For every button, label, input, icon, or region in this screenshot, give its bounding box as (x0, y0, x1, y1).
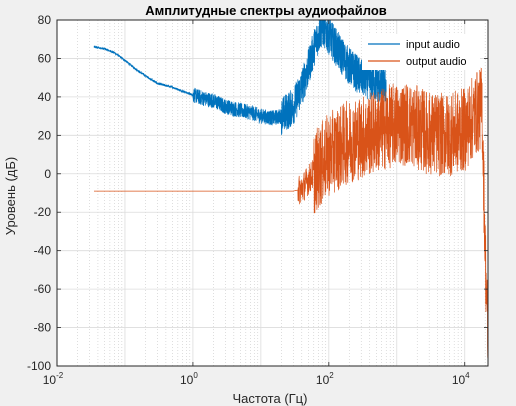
y-tick-label: 40 (38, 90, 52, 104)
x-tick-label: 102 (316, 371, 334, 387)
x-tick-label: 10-2 (43, 371, 64, 387)
x-tick-label: 100 (180, 371, 198, 387)
tick-marks (56, 19, 488, 367)
x-axis-label: Частота (Гц) (233, 391, 308, 406)
legend-label-input: input audio (406, 39, 460, 51)
series-line-input-audio (93, 20, 387, 136)
plot-area (57, 20, 488, 366)
series-line-output-audio (94, 67, 488, 358)
series-layer (93, 20, 488, 358)
y-tick-label: -20 (34, 205, 52, 219)
chart-title: Амплитудные спектры аудиофайлов (145, 3, 387, 18)
y-tick-label: 60 (38, 51, 52, 65)
legend-label-output: output audio (406, 56, 467, 68)
x-tick-labels: 10-2 100 102 104 (43, 371, 470, 387)
y-tick-label: -80 (34, 321, 52, 335)
legend: input audio output audio (362, 34, 480, 70)
y-tick-label: -60 (34, 282, 52, 296)
y-tick-label: 0 (44, 167, 51, 181)
y-tick-label: 20 (38, 128, 52, 142)
y-axis-label: Уровень (дБ) (3, 157, 18, 235)
y-tick-label: 80 (38, 13, 52, 27)
y-tick-label: -100 (27, 359, 51, 373)
y-tick-labels: -100 -80 -60 -40 -20 0 20 40 60 80 (27, 13, 51, 373)
y-tick-label: -40 (34, 244, 52, 258)
plot-frame (56, 19, 489, 367)
legend-box (362, 34, 480, 70)
x-tick-label: 104 (452, 371, 470, 387)
